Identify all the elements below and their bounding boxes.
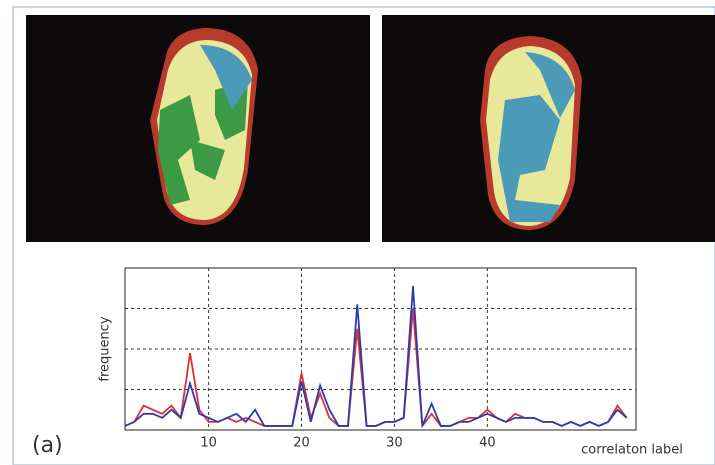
y-axis-label: frequency (98, 316, 113, 382)
x-tick-label: 10 (200, 436, 217, 451)
x-tick-label: 40 (479, 436, 496, 451)
x-tick-label: 20 (293, 436, 310, 451)
x-axis-label: correlaton label (581, 443, 683, 458)
x-tick-label: 30 (386, 436, 403, 451)
right-face-image (382, 15, 715, 242)
plot-frame (125, 268, 636, 430)
figure: (a) frequency correlaton label 10 20 30 40 (0, 0, 715, 465)
left-face-image (26, 15, 370, 242)
panel-label: (a) (32, 433, 63, 458)
